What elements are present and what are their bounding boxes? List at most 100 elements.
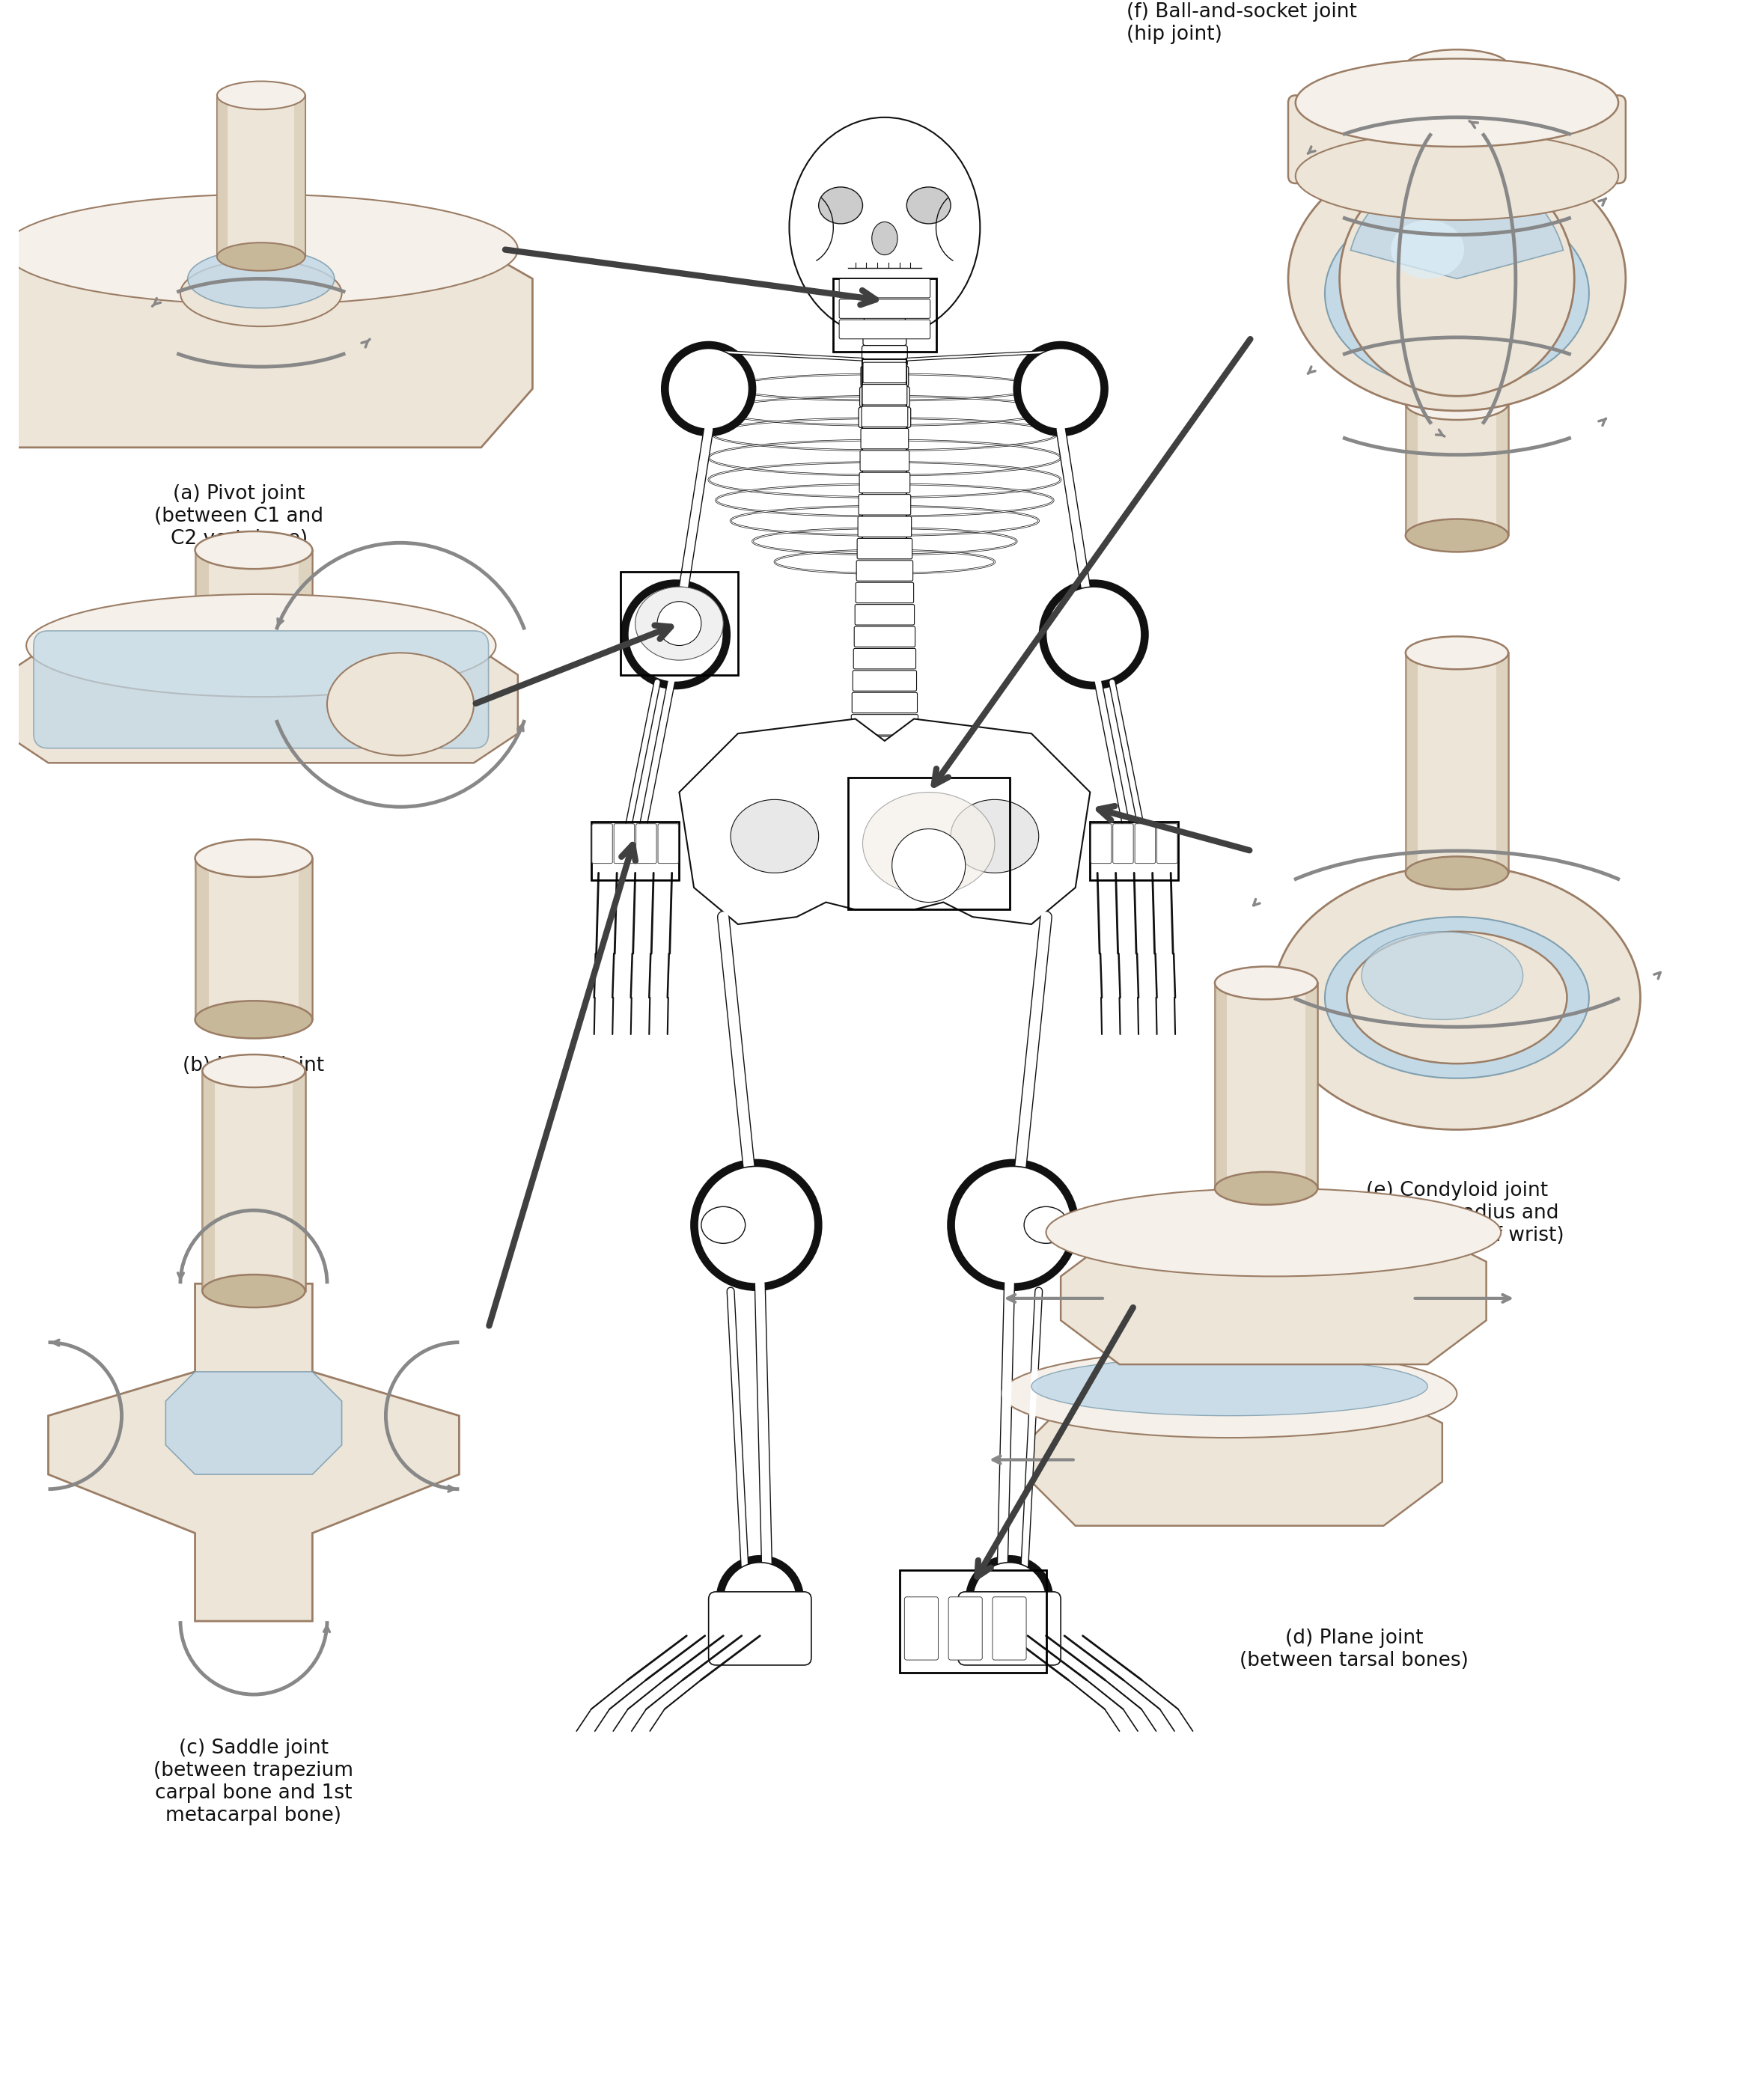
Polygon shape [166, 1371, 342, 1474]
Circle shape [955, 1166, 1071, 1283]
FancyBboxPatch shape [904, 1596, 937, 1659]
FancyBboxPatch shape [203, 1071, 215, 1291]
Circle shape [620, 580, 731, 689]
FancyBboxPatch shape [862, 407, 907, 426]
FancyBboxPatch shape [855, 605, 914, 626]
FancyBboxPatch shape [992, 1596, 1025, 1659]
Ellipse shape [328, 653, 474, 756]
FancyBboxPatch shape [862, 346, 907, 365]
Ellipse shape [1355, 939, 1501, 1027]
Bar [1091, 821, 1179, 880]
Ellipse shape [1295, 132, 1618, 220]
FancyBboxPatch shape [636, 823, 657, 863]
FancyBboxPatch shape [862, 384, 907, 405]
Ellipse shape [1031, 1357, 1427, 1415]
FancyBboxPatch shape [862, 428, 909, 449]
FancyBboxPatch shape [860, 449, 909, 470]
Text: (a) Pivot joint
(between C1 and
C2 vertebrae): (a) Pivot joint (between C1 and C2 verte… [155, 485, 324, 548]
Bar [592, 821, 678, 880]
Circle shape [715, 1556, 803, 1642]
Ellipse shape [180, 260, 342, 326]
Ellipse shape [196, 531, 312, 569]
Ellipse shape [1047, 1189, 1501, 1277]
Ellipse shape [731, 800, 819, 874]
FancyBboxPatch shape [203, 1071, 305, 1291]
Ellipse shape [196, 840, 312, 878]
FancyBboxPatch shape [860, 472, 909, 493]
Ellipse shape [1214, 966, 1318, 1000]
FancyBboxPatch shape [853, 670, 916, 691]
FancyBboxPatch shape [860, 386, 909, 407]
FancyBboxPatch shape [217, 94, 227, 256]
FancyBboxPatch shape [863, 304, 906, 325]
FancyBboxPatch shape [196, 859, 312, 1021]
FancyBboxPatch shape [1496, 403, 1508, 536]
Ellipse shape [907, 187, 951, 225]
Ellipse shape [1406, 386, 1508, 420]
FancyBboxPatch shape [858, 493, 911, 514]
FancyBboxPatch shape [196, 550, 312, 741]
Circle shape [966, 1556, 1054, 1642]
Text: (f) Ball-and-socket joint
(hip joint): (f) Ball-and-socket joint (hip joint) [1126, 2, 1357, 44]
Circle shape [698, 1166, 816, 1283]
Ellipse shape [1346, 932, 1566, 1063]
FancyBboxPatch shape [851, 714, 918, 735]
FancyBboxPatch shape [856, 582, 914, 603]
Bar [863, 359, 907, 556]
FancyBboxPatch shape [1214, 983, 1318, 1189]
FancyBboxPatch shape [196, 550, 210, 741]
Ellipse shape [1406, 636, 1508, 670]
Circle shape [627, 586, 722, 682]
FancyBboxPatch shape [1288, 94, 1626, 183]
Ellipse shape [196, 722, 312, 760]
Circle shape [1040, 580, 1149, 689]
Text: (d) Plane joint
(between tarsal bones): (d) Plane joint (between tarsal bones) [1240, 1628, 1470, 1670]
FancyBboxPatch shape [853, 693, 918, 714]
FancyBboxPatch shape [298, 859, 312, 1021]
FancyBboxPatch shape [1091, 823, 1112, 863]
Ellipse shape [1390, 220, 1464, 279]
Ellipse shape [1214, 1172, 1318, 1205]
Ellipse shape [217, 244, 305, 271]
FancyBboxPatch shape [298, 550, 312, 741]
Ellipse shape [1406, 519, 1508, 552]
Circle shape [668, 349, 749, 428]
Ellipse shape [819, 187, 863, 225]
Ellipse shape [1325, 918, 1589, 1077]
Circle shape [691, 1159, 823, 1291]
Ellipse shape [203, 1275, 305, 1308]
Ellipse shape [1003, 1350, 1457, 1438]
Circle shape [973, 1562, 1047, 1636]
FancyBboxPatch shape [959, 1592, 1061, 1665]
FancyBboxPatch shape [853, 649, 916, 670]
Ellipse shape [872, 223, 897, 254]
FancyBboxPatch shape [851, 737, 918, 756]
Ellipse shape [1362, 932, 1522, 1021]
Ellipse shape [789, 118, 980, 338]
Ellipse shape [1325, 197, 1589, 388]
FancyBboxPatch shape [839, 319, 930, 338]
FancyBboxPatch shape [1406, 65, 1508, 227]
FancyBboxPatch shape [1496, 65, 1508, 227]
Text: (e) Condyloid joint
(between radius and
carpal bones of wrist): (e) Condyloid joint (between radius and … [1350, 1180, 1565, 1245]
FancyBboxPatch shape [592, 823, 613, 863]
Circle shape [1047, 586, 1142, 682]
FancyBboxPatch shape [708, 1592, 811, 1665]
FancyBboxPatch shape [863, 363, 906, 382]
FancyBboxPatch shape [1406, 653, 1418, 874]
Bar [848, 777, 1010, 909]
FancyBboxPatch shape [33, 630, 488, 748]
Ellipse shape [217, 82, 305, 109]
Polygon shape [1031, 1394, 1443, 1527]
Bar [833, 279, 936, 353]
Circle shape [1020, 349, 1101, 428]
Text: (b) Hinge joint
(elbow): (b) Hinge joint (elbow) [183, 1056, 324, 1098]
FancyBboxPatch shape [1114, 823, 1133, 863]
FancyBboxPatch shape [858, 517, 911, 538]
Circle shape [946, 1159, 1078, 1291]
Ellipse shape [203, 1054, 305, 1088]
FancyBboxPatch shape [948, 1596, 981, 1659]
FancyBboxPatch shape [839, 300, 930, 319]
Circle shape [1339, 162, 1573, 397]
FancyBboxPatch shape [196, 859, 210, 1021]
